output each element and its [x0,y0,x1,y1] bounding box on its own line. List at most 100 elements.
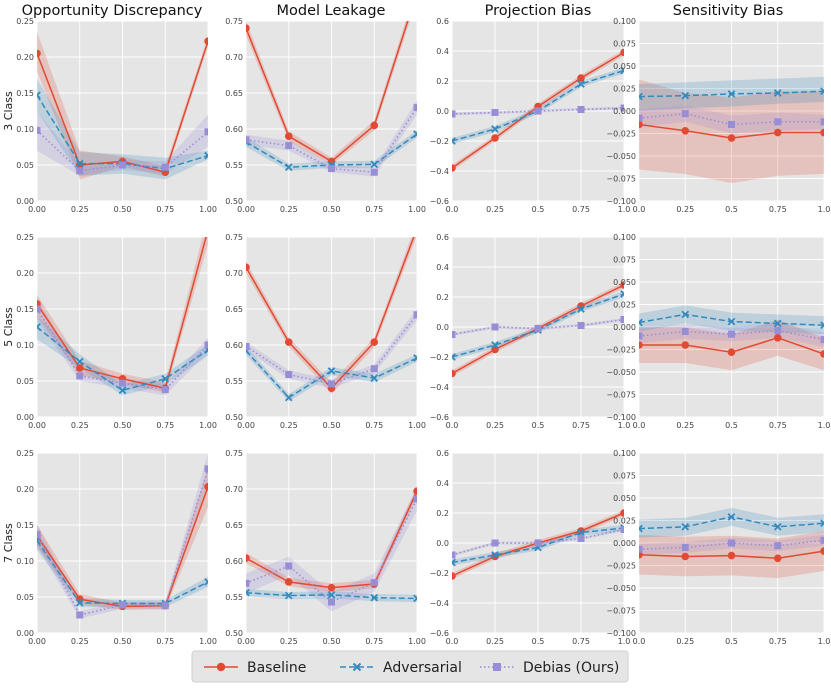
panel-r3-leakage-xtick-label-1: 0.25 [280,637,298,646]
panel-r2-projection-point-debias-4 [620,316,624,323]
legend-label-adversarial: Adversarial [383,660,462,676]
panel-r3-leakage-xtick-label-2: 0.50 [323,637,341,646]
panel-r1-projection-xtick-label-4: 1.0 [618,205,631,214]
panel-r3-opportunity-point-adversarial-4 [204,578,208,586]
panel-r1-leakage-xtick-label-4: 1.00 [408,205,426,214]
panel-r2-projection-point-debias-3 [577,322,585,329]
legend-item-debias[interactable]: Debias (Ours) [480,660,619,676]
panel-r3-projection-ytick-label-3: 0.0 [436,539,449,548]
panel-r3-leakage-point-baseline-1 [284,578,293,586]
panel-r2-opportunity-point-baseline-4 [204,226,212,234]
panel-r2-leakage-xtick-label-1: 0.25 [280,421,298,430]
panel-r2-opportunity-ytick-label-0: 0.00 [16,413,34,422]
panel-r2-projection-point-baseline-0 [452,369,456,378]
panel-r1-sensitivity-xtick-label-4: 1.0 [818,205,831,214]
panel-r3-opportunity-xtick-label-0: 0.00 [28,637,46,646]
panel-r1-leakage-ytick-label-1: 0.55 [225,161,243,170]
panel-r3-opportunity-line-debias [37,468,208,616]
panel-r1-opportunity-ytick-label-1: 0.05 [16,161,34,170]
panel-r3-leakage-point-debias-2 [328,598,335,606]
panel-r3-leakage-line-debias [246,498,417,603]
panel-r1-leakage-ytick-label-4: 0.70 [225,53,243,62]
panel-r3-sensitivity-ytick-label-2: −0.050 [606,584,636,593]
column-title-sensitivity: Sensitivity Bias [673,3,784,19]
panel-r1-opportunity: 0.00 0.05 0.10 0.15 0.20 0.25 0.00 0.25 0.50 0.75… [16,17,217,214]
panel-r3-leakage-point-baseline-0 [246,554,250,562]
panel-r1-opportunity-ytick-label-3: 0.15 [16,89,34,98]
panel-r3-projection-xtick-label-1: 0.25 [486,637,504,646]
panel-r1-sensitivity-point-debias-0 [639,114,643,122]
panel-r1-leakage-point-baseline-3 [370,121,379,130]
panel-r1-opportunity-ytick-label-2: 0.10 [16,125,34,134]
panel-r3-sensitivity-xtick-label-1: 0.25 [676,637,694,646]
panel-r2-opportunity-point-adversarial-3 [161,375,170,383]
panel-r3-opportunity-ytick-label-4: 0.20 [16,485,34,494]
panel-r3-sensitivity: −0.100 −0.075 −0.050 −0.025 0.000 0.025 0.050 0… [606,449,830,646]
panel-r2-opportunity-xtick-label-4: 1.00 [199,421,217,430]
panel-r1-projection-xtick-label-3: 0.75 [572,205,590,214]
panel-r3-sensitivity-point-adversarial-3 [773,522,782,531]
panel-r3-sensitivity-xtick-label-4: 1.0 [818,637,831,646]
panel-r3-opportunity-point-debias-0 [37,530,41,538]
panel-r2-sensitivity-ytick-label-2: −0.050 [606,368,636,377]
legend-marker-baseline [216,662,226,672]
panel-r3-opportunity-xtick-label-2: 0.50 [114,637,132,646]
panel-r1-leakage-point-debias-0 [246,136,250,144]
panel-r3-projection-point-baseline-0 [452,572,456,580]
panel-r3-sensitivity-point-debias-0 [639,545,643,553]
panel-r3-projection-point-debias-0 [452,551,456,559]
panel-r3-opportunity-point-debias-4 [204,465,208,473]
panel-r2-opportunity-point-adversarial-1 [75,357,84,366]
panel-r3-sensitivity-point-baseline-0 [639,550,643,559]
panel-r2-leakage-xtick-label-4: 1.00 [408,421,426,430]
panel-r1-sensitivity-point-baseline-4 [820,128,824,137]
row-label-5-class: 5 Class [2,307,15,347]
panel-r3-sensitivity-point-baseline-1 [681,552,690,561]
panel-r1-sensitivity-point-debias-4 [820,118,824,126]
panel-r2-leakage-point-debias-3 [370,365,378,373]
panel-r3-sensitivity-xtick-label-2: 0.5 [725,637,738,646]
panel-r2-projection-ytick-label-2: −0.2 [430,353,449,362]
panel-r2-projection-point-adversarial-1 [491,341,499,349]
panel-r2-leakage-xtick-label-0: 0.00 [237,421,255,430]
panel-r1-sensitivity-point-baseline-3 [773,128,782,137]
legend-marker-adversarial [352,662,362,672]
panel-r1-projection-line-debias [452,107,624,115]
panel-r2-leakage-plot-area [246,237,417,402]
panel-r1-leakage-ytick-label-0: 0.50 [225,197,243,206]
panel-r1-leakage: 0.50 0.55 0.60 0.65 0.70 0.75 0.00 0.25 0.50 0.75… [225,17,426,214]
panel-r3-sensitivity-xtick-label-3: 0.75 [769,637,787,646]
panel-r2-leakage-point-baseline-3 [370,338,379,346]
panel-r2-projection-xtick-label-3: 0.75 [572,421,590,430]
panel-r3-sensitivity-plot-area [639,507,824,579]
panel-r3-sensitivity-point-adversarial-0 [639,524,643,533]
panel-r2-sensitivity-point-debias-0 [639,332,643,340]
panel-r3-projection-xtick-label-4: 1.0 [618,637,631,646]
panel-r2-sensitivity-point-baseline-3 [773,334,782,342]
legend-item-adversarial[interactable]: Adversarial [340,660,462,676]
panel-r2-opportunity-ytick-label-4: 0.20 [16,269,34,278]
panel-r1-sensitivity-ytick-label-0: −0.100 [606,197,636,206]
panel-r1-opportunity-xtick-label-3: 0.75 [156,205,174,214]
legend: Baseline Adversarial Debias (Ours) [191,650,629,683]
legend-item-baseline[interactable]: Baseline [204,660,306,676]
panel-r1-projection-xtick-label-2: 0.5 [532,205,545,214]
panel-r3-projection-xtick-label-2: 0.5 [532,637,545,646]
panel-r1-projection-plot-area [452,48,624,172]
panel-r2-opportunity-line-adversarial [37,326,208,392]
panel-r1-sensitivity-ytick-label-5: 0.025 [613,85,636,94]
panel-r1-projection-point-baseline-4 [620,48,624,57]
panel-r2-opportunity-ytick-label-2: 0.10 [16,341,34,350]
panel-r3-sensitivity-point-adversarial-1 [681,522,690,531]
panel-r2-leakage-point-adversarial-1 [284,393,293,402]
panel-r3-opportunity-ytick-label-1: 0.05 [16,593,34,602]
panel-r2-sensitivity-ytick-label-0: −0.100 [606,413,636,422]
panel-r1-sensitivity-point-baseline-1 [681,127,690,135]
panel-r2-opportunity-point-debias-1 [76,372,84,380]
panel-r3-leakage-point-debias-4 [413,495,417,503]
panel-r2-projection: −0.6 −0.4 −0.2 0.0 0.2 0.4 0.6 0.0 0.25 0.5 0.75 1.… [430,233,631,430]
panel-r2-leakage-ytick-label-5: 0.75 [225,233,243,242]
panel-r2-projection-ytick-label-4: 0.2 [436,293,449,302]
panel-r2-sensitivity-point-adversarial-1 [681,310,690,319]
